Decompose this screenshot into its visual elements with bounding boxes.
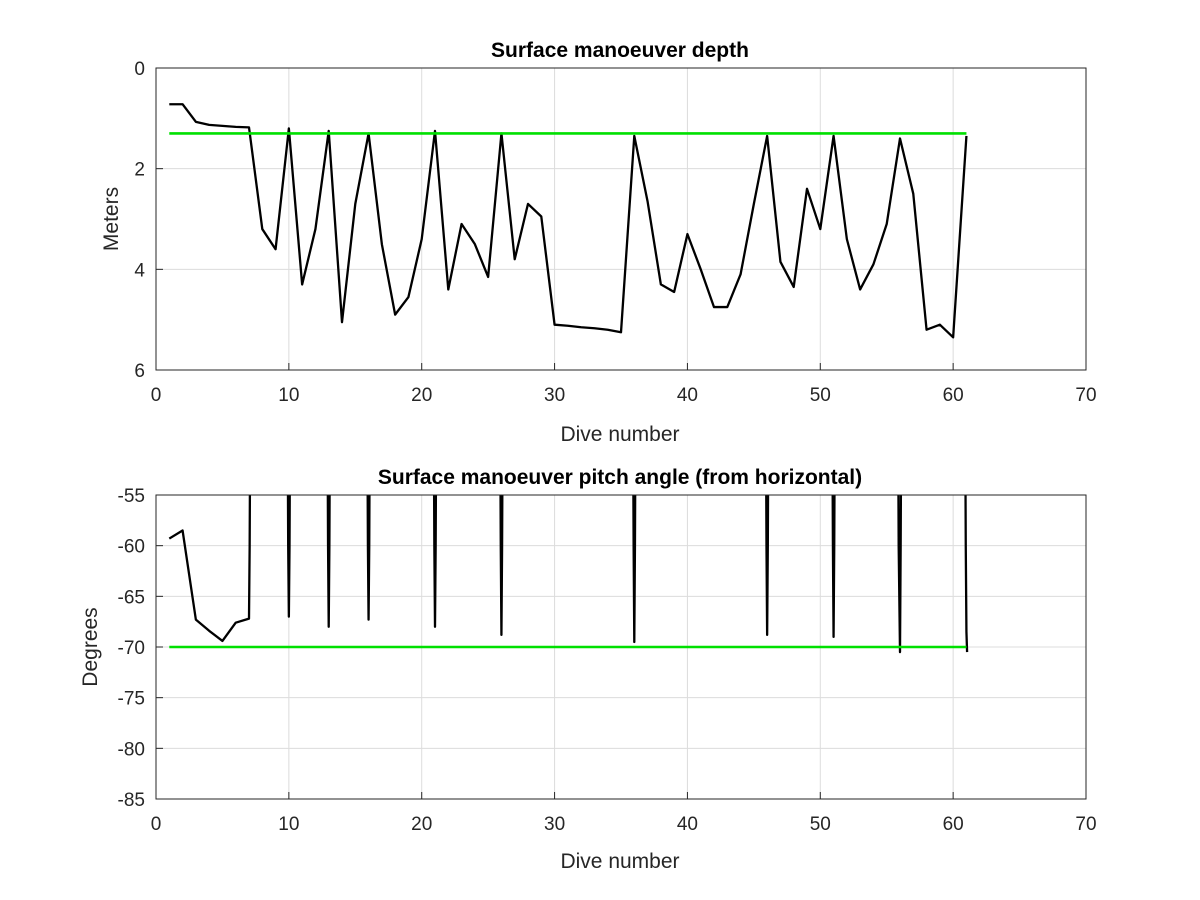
pitch-x-tick-label: 60 xyxy=(943,814,964,835)
pitch-y-tick-label: -85 xyxy=(118,790,145,811)
depth-data-line xyxy=(169,103,968,339)
pitch-x-tick-label: 70 xyxy=(1075,814,1096,835)
pitch-chart-title: Surface manoeuver pitch angle (from hori… xyxy=(378,466,862,489)
depth-x-tick-label: 60 xyxy=(943,385,964,406)
pitch-y-tick-label: -60 xyxy=(118,537,145,558)
depth-x-tick-label: 10 xyxy=(278,385,299,406)
depth-x-tick-label: 70 xyxy=(1075,385,1096,406)
depth-x-tick-label: 0 xyxy=(151,385,162,406)
depth-y-tick-label: 6 xyxy=(134,361,145,382)
depth-x-tick-label: 40 xyxy=(677,385,698,406)
depth-x-tick-label: 50 xyxy=(810,385,831,406)
depth-y-axis-label: Meters xyxy=(100,187,123,251)
pitch-y-tick-label: -70 xyxy=(118,638,145,659)
pitch-y-tick-label: -80 xyxy=(118,739,145,760)
depth-plot-area xyxy=(155,67,1087,371)
depth-x-tick-label: 30 xyxy=(544,385,565,406)
depth-x-tick-label: 20 xyxy=(411,385,432,406)
depth-y-tick-label: 4 xyxy=(134,260,145,281)
pitch-x-tick-label: 40 xyxy=(677,814,698,835)
pitch-y-tick-label: -65 xyxy=(118,587,145,608)
depth-chart-title: Surface manoeuver depth xyxy=(491,39,749,62)
pitch-y-tick-label: -55 xyxy=(118,486,145,507)
depth-x-axis-label: Dive number xyxy=(560,423,679,446)
depth-y-tick-label: 0 xyxy=(134,59,145,80)
pitch-x-axis-label: Dive number xyxy=(560,850,679,873)
pitch-x-tick-label: 30 xyxy=(544,814,565,835)
depth-y-tick-label: 2 xyxy=(134,160,145,181)
pitch-chart: Surface manoeuver pitch angle (from hori… xyxy=(79,466,1097,873)
pitch-x-tick-label: 20 xyxy=(411,814,432,835)
pitch-x-tick-label: 10 xyxy=(278,814,299,835)
pitch-y-axis-label: Degrees xyxy=(79,607,102,686)
pitch-x-tick-label: 50 xyxy=(810,814,831,835)
depth-chart: Surface manoeuver depth 0 10 20 30 40 50 60 70 0… xyxy=(100,39,1097,446)
pitch-y-tick-label: -75 xyxy=(118,689,145,710)
pitch-plot-area xyxy=(155,494,1087,800)
pitch-x-tick-label: 0 xyxy=(151,814,162,835)
